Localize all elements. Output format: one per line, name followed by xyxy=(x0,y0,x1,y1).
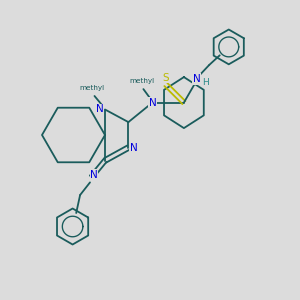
Text: N: N xyxy=(96,104,104,115)
Text: N: N xyxy=(148,98,156,108)
Text: N: N xyxy=(130,142,138,153)
Text: methyl: methyl xyxy=(80,85,105,91)
Text: S: S xyxy=(163,73,169,83)
Text: N: N xyxy=(90,169,98,180)
Text: H: H xyxy=(202,78,209,87)
Text: N: N xyxy=(193,74,200,84)
Text: methyl: methyl xyxy=(129,78,155,84)
